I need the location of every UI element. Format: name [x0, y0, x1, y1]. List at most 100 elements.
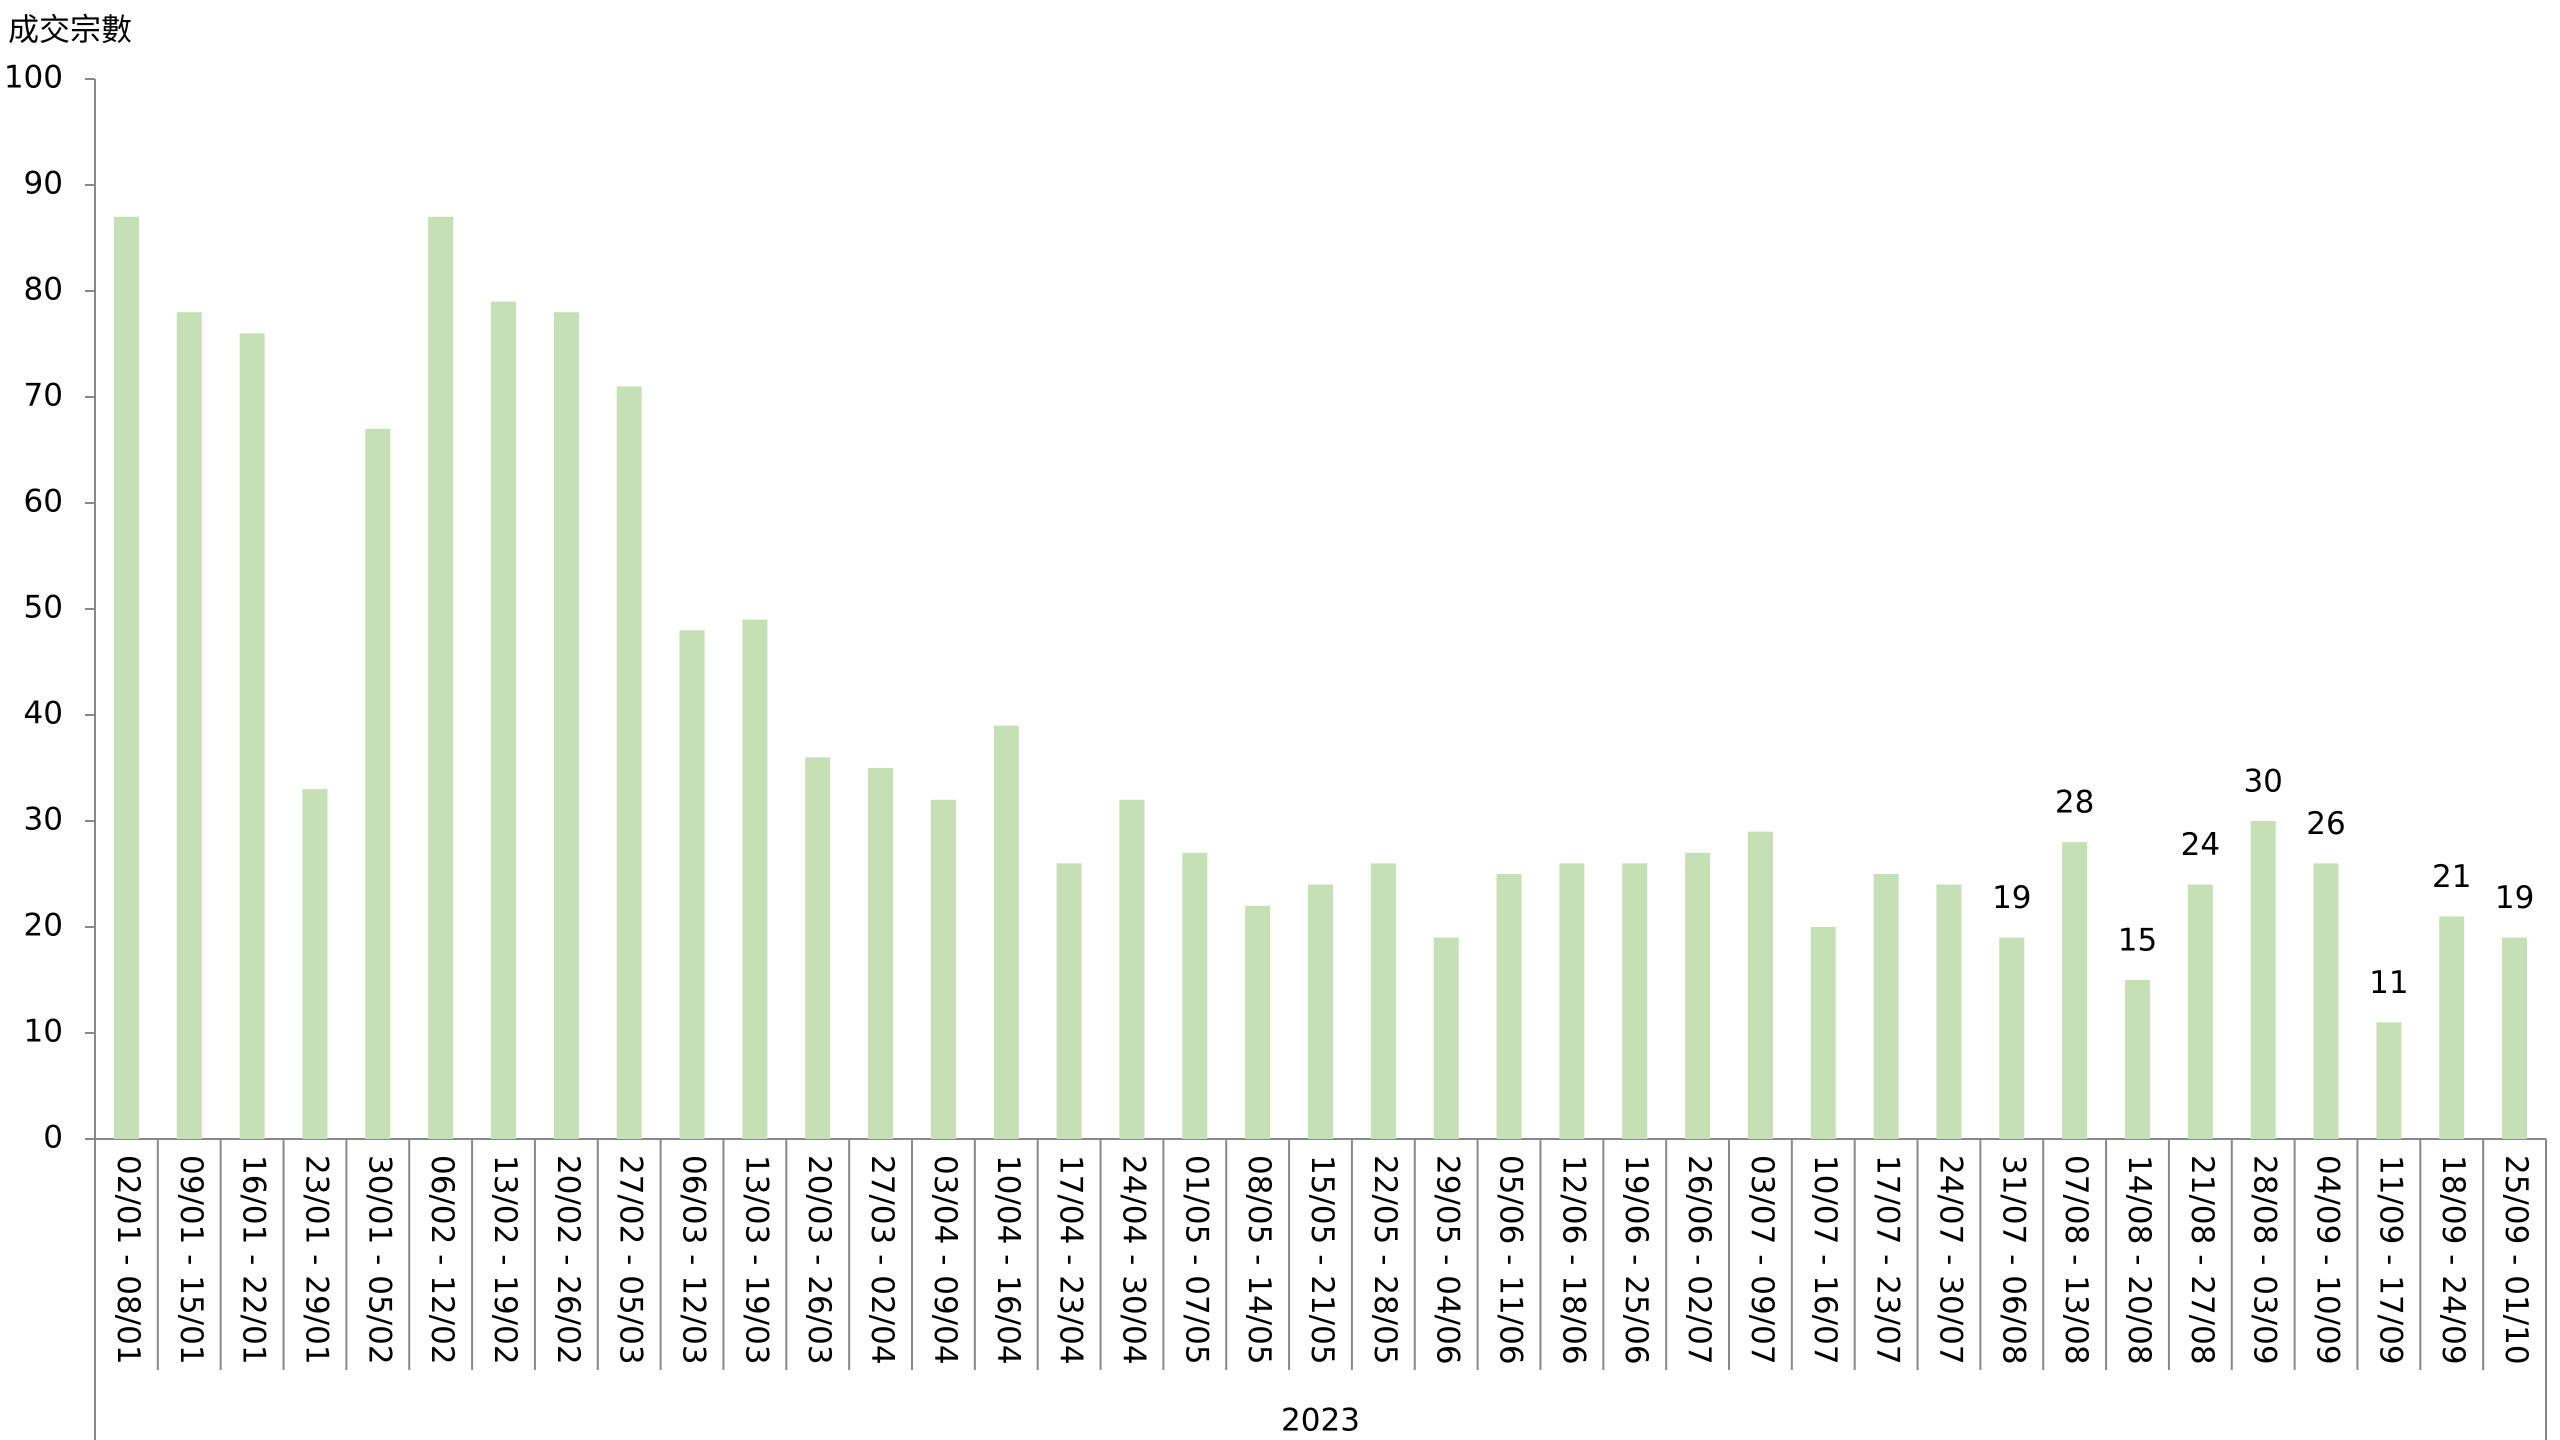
x-tick-label: 30/01 - 05/02: [361, 1155, 397, 1365]
x-tick-label: 20/03 - 26/03: [801, 1155, 837, 1365]
bar: [993, 725, 1019, 1139]
x-tick-label: 04/09 - 10/09: [2310, 1155, 2346, 1365]
x-tick-label: 13/02 - 19/02: [487, 1155, 523, 1365]
value-label: 19: [2495, 880, 2534, 916]
x-tick-label: 08/05 - 14/05: [1241, 1155, 1277, 1365]
y-tick-label: 10: [24, 1014, 63, 1050]
bar: [1622, 863, 1648, 1139]
y-tick-label: 30: [24, 802, 63, 838]
x-tick-label: 25/09 - 01/10: [2498, 1155, 2534, 1365]
bar: [1999, 937, 2025, 1139]
bar: [1873, 874, 1899, 1139]
bar: [1685, 852, 1711, 1139]
x-tick-label: 16/01 - 22/01: [236, 1155, 272, 1365]
x-tick-label: 10/04 - 16/04: [990, 1155, 1026, 1365]
y-tick-label: 90: [24, 166, 63, 202]
x-tick-label: 03/04 - 09/04: [927, 1155, 963, 1365]
x-tick-label: 21/08 - 27/08: [2184, 1155, 2220, 1365]
bar: [2125, 980, 2150, 1139]
bar: [2502, 937, 2528, 1139]
x-tick-label: 06/03 - 12/03: [676, 1155, 712, 1365]
bar: [1245, 905, 1271, 1139]
x-tick-label: 05/06 - 11/06: [1493, 1155, 1529, 1365]
x-tick-label: 18/09 - 24/09: [2435, 1155, 2471, 1365]
bar: [2313, 863, 2339, 1139]
x-tick-label: 28/08 - 03/09: [2247, 1155, 2283, 1365]
bar: [1496, 874, 1522, 1139]
bar: [1433, 937, 1459, 1139]
x-tick-label: 17/04 - 23/04: [1053, 1155, 1089, 1365]
x-tick-label: 27/03 - 02/04: [864, 1155, 900, 1365]
x-tick-label: 29/05 - 04/06: [1430, 1155, 1466, 1365]
bar: [428, 216, 454, 1140]
bar: [868, 768, 894, 1139]
value-label: 19: [1992, 880, 2031, 916]
bar: [365, 428, 391, 1139]
y-tick-label: 50: [24, 590, 63, 626]
x-tick-label: 27/02 - 05/03: [613, 1155, 649, 1365]
bar: [616, 386, 642, 1139]
x-tick-label: 26/06 - 02/07: [1681, 1155, 1717, 1365]
y-tick-label: 20: [24, 908, 63, 944]
bar: [302, 789, 328, 1139]
x-tick-label: 13/03 - 19/03: [738, 1155, 774, 1365]
value-label: 28: [2055, 785, 2094, 821]
y-tick-label: 70: [24, 378, 63, 414]
bar: [176, 312, 202, 1139]
bar: [2376, 1022, 2402, 1139]
x-tick-label: 09/01 - 15/01: [173, 1155, 209, 1365]
bar: [1119, 799, 1145, 1139]
value-label: 24: [2181, 827, 2220, 863]
x-tick-label: 24/07 - 30/07: [1932, 1155, 1968, 1365]
x-tick-label: 15/05 - 21/05: [1304, 1155, 1340, 1365]
x-tick-label: 19/06 - 25/06: [1618, 1155, 1654, 1365]
y-tick-label: 100: [4, 60, 63, 96]
value-label: 11: [2369, 965, 2408, 1001]
x-tick-label: 12/06 - 18/06: [1555, 1155, 1591, 1365]
bar: [1056, 863, 1082, 1139]
x-tick-label: 23/01 - 29/01: [298, 1155, 334, 1365]
bar: [2062, 842, 2088, 1139]
x-tick-label: 14/08 - 20/08: [2121, 1155, 2157, 1365]
bar: [679, 630, 705, 1139]
bar: [113, 216, 139, 1140]
x-tick-label: 10/07 - 16/07: [1807, 1155, 1843, 1365]
bar: [2439, 916, 2465, 1139]
bar: [742, 619, 768, 1139]
x-tick-label: 20/02 - 26/02: [550, 1155, 586, 1365]
bar: [1370, 863, 1396, 1139]
x-tick-label: 11/09 - 17/09: [2372, 1155, 2408, 1365]
x-tick-label: 07/08 - 13/08: [2058, 1155, 2094, 1365]
bar: [1936, 884, 1962, 1139]
y-tick-label: 80: [24, 272, 63, 308]
bar: [1810, 927, 1836, 1139]
bar: [1747, 831, 1773, 1139]
y-tick-label: 40: [24, 696, 63, 732]
bar: [2187, 884, 2213, 1139]
value-label: 30: [2243, 764, 2282, 800]
bar: [930, 799, 956, 1139]
x-tick-label: 24/04 - 30/04: [1115, 1155, 1151, 1365]
y-axis-label: 成交宗數: [8, 13, 132, 49]
bar: [239, 333, 265, 1139]
x-tick-label: 01/05 - 07/05: [1178, 1155, 1214, 1365]
x-tick-label: 02/01 - 08/01: [110, 1155, 146, 1365]
bar: [491, 301, 516, 1140]
bar: [2250, 821, 2276, 1139]
x-group-label: 2023: [1281, 1403, 1360, 1439]
y-tick-label: 60: [24, 484, 63, 520]
bar: [1308, 884, 1333, 1139]
x-tick-label: 17/07 - 23/07: [1870, 1155, 1906, 1365]
bar: [1559, 863, 1585, 1139]
bar: [553, 312, 579, 1139]
x-tick-label: 06/02 - 12/02: [424, 1155, 460, 1365]
bar: [1182, 852, 1208, 1139]
x-tick-label: 03/07 - 09/07: [1744, 1155, 1780, 1365]
value-label: 26: [2306, 806, 2345, 842]
y-tick-label: 0: [43, 1120, 63, 1156]
value-label: 21: [2432, 859, 2471, 895]
bar: [805, 757, 831, 1139]
x-tick-label: 22/05 - 28/05: [1367, 1155, 1403, 1365]
x-tick-label: 31/07 - 06/08: [1995, 1155, 2031, 1365]
